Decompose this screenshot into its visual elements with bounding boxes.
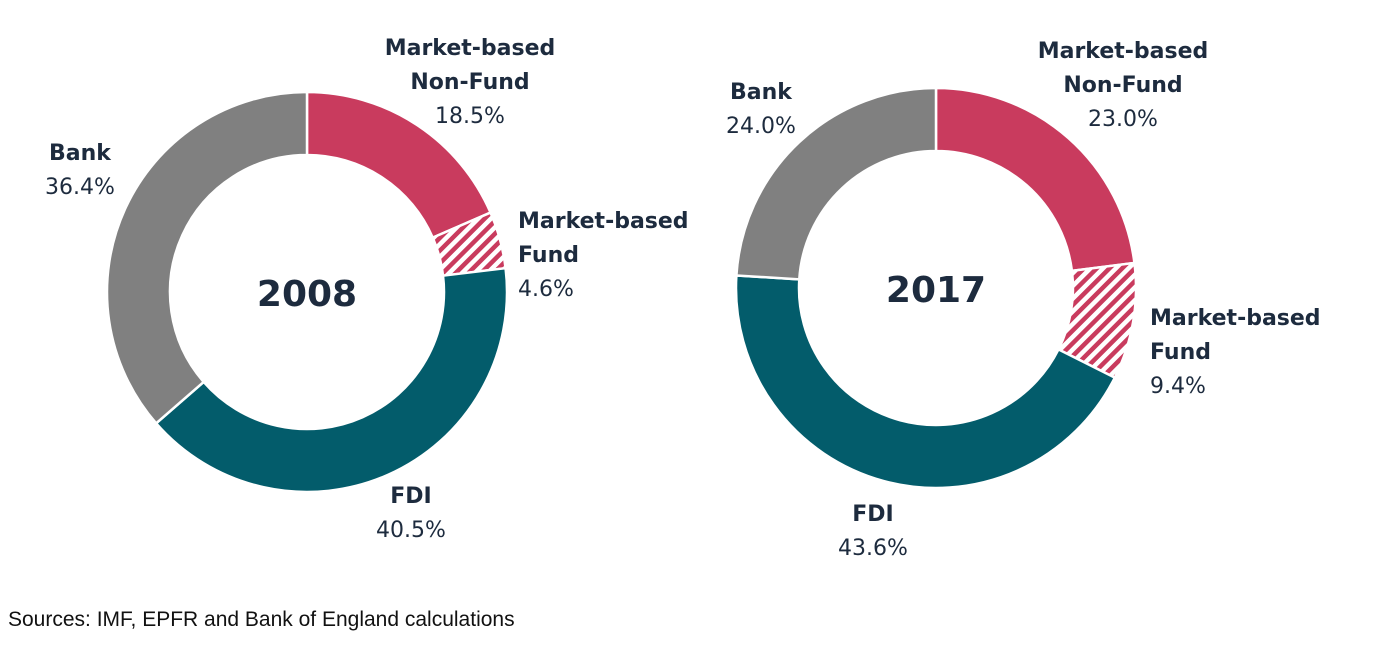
slice-bank-2008 xyxy=(105,90,309,426)
slice-fdi-2017 xyxy=(734,274,1117,490)
slice-label-market-based-fund-2008: Market-based Fund 4.6% xyxy=(518,209,689,302)
slice-bank-2017 xyxy=(735,86,938,281)
slice-label-market-based-non-fund-2008: Market-based Non-Fund 18.5% xyxy=(385,36,556,129)
slice-label-bank-2017: Bank 24.0% xyxy=(726,80,796,139)
donut-chart-2017: 2017 Market-based Non-Fund 23.0% Market-base… xyxy=(726,39,1321,561)
center-year-label: 2008 xyxy=(257,274,357,315)
slice-fdi-2008 xyxy=(154,266,509,494)
sources-note: Sources: IMF, EPFR and Bank of England c… xyxy=(8,608,515,631)
slice-label-bank-2008: Bank 36.4% xyxy=(45,141,115,200)
slice-label-market-based-non-fund-2017: Market-based Non-Fund 23.0% xyxy=(1038,39,1209,132)
slice-label-fdi-2008: FDI 40.5% xyxy=(376,484,446,543)
slice-label-market-based-fund-2017: Market-based Fund 9.4% xyxy=(1150,306,1321,399)
slice-label-fdi-2017: FDI 43.6% xyxy=(838,502,908,561)
donut-chart-2008: 2008 Market-based Non-Fund 18.5% Market-base… xyxy=(45,36,689,543)
center-year-label: 2017 xyxy=(886,270,986,311)
